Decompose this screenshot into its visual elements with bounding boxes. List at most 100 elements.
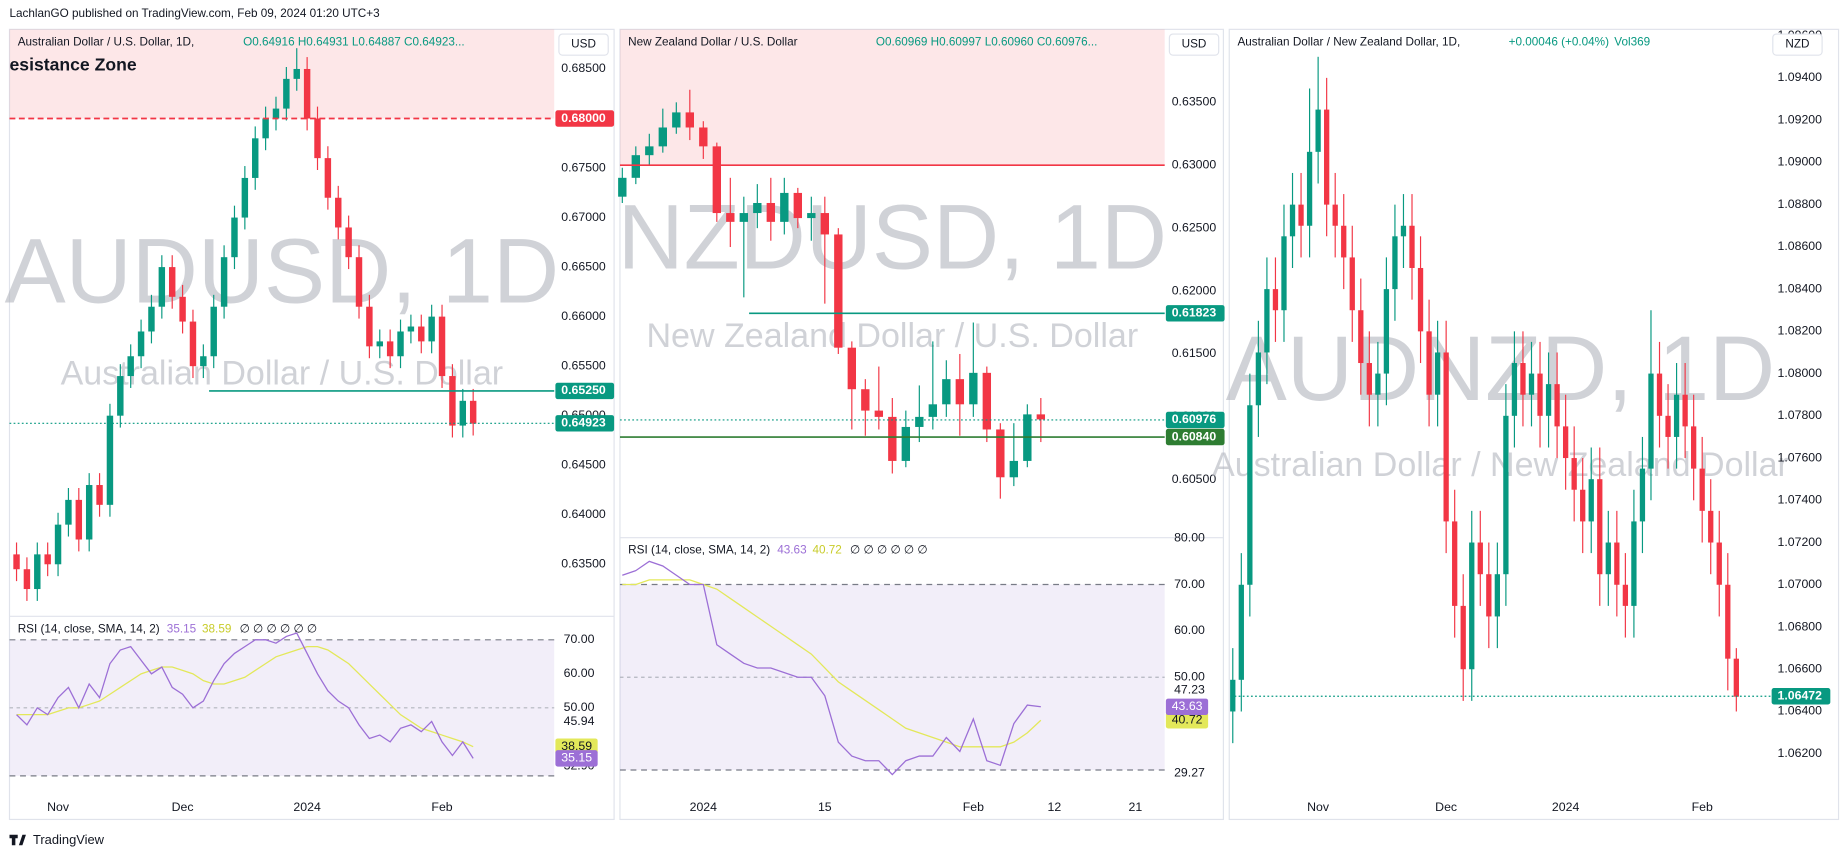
rsi-header-value: 43.63 xyxy=(777,544,806,557)
candle-body xyxy=(1460,605,1466,670)
y-tick-label: 0.64000 xyxy=(561,507,606,521)
watermark: AUDUSD, 1D xyxy=(5,220,559,322)
currency: NZD xyxy=(1785,38,1809,51)
y-tick-label: 1.06200 xyxy=(1778,746,1823,760)
candle-body xyxy=(672,112,681,128)
y-tick-label: 0.62500 xyxy=(1172,220,1217,234)
resistance-zone xyxy=(619,29,1165,166)
sma-line xyxy=(16,645,474,748)
candle-body xyxy=(1725,584,1731,659)
y-tick-label: 0.60500 xyxy=(1172,472,1217,486)
y-tick-label: 0.63500 xyxy=(561,557,606,571)
candle-body xyxy=(1452,521,1458,606)
candle-body xyxy=(355,257,363,307)
candle-body xyxy=(1434,352,1441,395)
price-label: 0.65250 xyxy=(561,383,606,397)
candle-body xyxy=(1392,236,1398,290)
y-tick-label: 0.63500 xyxy=(1172,95,1217,109)
watermark: AUDNZD, 1D xyxy=(1226,318,1775,420)
rsi-band xyxy=(9,639,555,776)
y-tick-label: 1.09200 xyxy=(1778,112,1823,126)
candle-body xyxy=(1009,460,1019,478)
y-tick-label: 0.63000 xyxy=(1172,157,1217,171)
candle-body xyxy=(807,213,816,219)
candle-body xyxy=(1426,331,1432,395)
y-tick-label: 0.64500 xyxy=(561,457,606,471)
candle-body xyxy=(96,485,103,505)
rsi-tick-label: 47.23 xyxy=(1174,682,1205,696)
instrument-title: Australian Dollar / New Zealand Dollar, … xyxy=(1237,35,1460,48)
candle-body xyxy=(658,127,667,147)
x-tick-label: Dec xyxy=(172,800,194,814)
candle-body xyxy=(241,177,249,218)
x-tick-label: Nov xyxy=(47,800,70,814)
candle-body xyxy=(44,554,51,565)
y-tick-label: 1.06800 xyxy=(1778,619,1823,633)
candle-body xyxy=(1036,414,1046,420)
candle-body xyxy=(106,415,114,505)
candle-body xyxy=(1324,109,1330,205)
candle-body xyxy=(1622,584,1629,606)
candle-body xyxy=(1281,236,1287,311)
candle-body xyxy=(631,155,640,178)
candle-body xyxy=(861,389,870,411)
candle-body xyxy=(75,499,83,540)
candle-body xyxy=(820,213,830,235)
candle-body xyxy=(397,331,404,357)
price-label: 0.60976 xyxy=(1172,412,1217,426)
panel-frame xyxy=(1228,28,1840,821)
y-tick-label: 1.06400 xyxy=(1778,704,1823,718)
candle-body xyxy=(1358,310,1364,364)
sma-header-value: 40.72 xyxy=(812,544,841,557)
candle-body xyxy=(303,68,311,119)
candle-body xyxy=(324,158,332,198)
candle-body xyxy=(712,146,722,214)
candle-body xyxy=(685,112,694,128)
candle-body xyxy=(407,326,415,332)
footer-brand: TradingView xyxy=(33,832,105,847)
resistance-zone xyxy=(9,29,555,119)
sma-header-value: 38.59 xyxy=(202,622,231,635)
price-label: 1.06472 xyxy=(1778,689,1823,703)
candle-body xyxy=(34,554,41,590)
candle-body xyxy=(1247,405,1253,585)
candle-body xyxy=(283,78,290,109)
candle-body xyxy=(137,331,145,357)
rsi-value-box xyxy=(1165,698,1209,716)
candle-body xyxy=(168,267,176,297)
candle-body xyxy=(1682,394,1688,427)
candle-body xyxy=(117,376,124,416)
instrument-stats: O0.60969 H0.60997 L0.60960 C0.60976... xyxy=(876,35,1098,48)
candle-body xyxy=(1588,479,1594,522)
candle-body xyxy=(85,485,93,540)
candle-body xyxy=(901,426,911,461)
byline: LachlanGO published on TradingView.com, … xyxy=(9,7,379,20)
instrument-stats: +0.00046 (+0.04%) xyxy=(1509,35,1609,48)
candle-body xyxy=(1580,489,1586,522)
currency-box xyxy=(558,33,609,56)
candle-body xyxy=(1409,225,1415,268)
currency: USD xyxy=(571,38,596,51)
candle-body xyxy=(438,316,446,377)
candle-body xyxy=(699,127,708,147)
candle-body xyxy=(969,372,978,405)
rsi-title: RSI (14, close, SMA, 14, 2) xyxy=(18,622,160,635)
rsi-tick-label: 50.00 xyxy=(564,700,595,714)
candle-body xyxy=(645,146,654,156)
instrument-title: New Zealand Dollar / U.S. Dollar xyxy=(628,35,797,48)
candle-body xyxy=(739,213,749,222)
candle-body xyxy=(1708,510,1714,543)
candle-body xyxy=(1605,542,1611,575)
candle-body xyxy=(874,410,884,417)
rsi-line xyxy=(622,560,1041,776)
candle-body xyxy=(1656,373,1663,416)
y-tick-label: 1.09400 xyxy=(1778,70,1823,84)
candle-body xyxy=(252,138,259,178)
candle-body xyxy=(1264,289,1270,353)
candle-body xyxy=(1366,363,1372,395)
y-tick-label: 0.65500 xyxy=(561,358,606,372)
watermark: NZDUSD, 1D xyxy=(618,186,1167,288)
price-label: 0.68000 xyxy=(561,111,606,125)
candle-body xyxy=(1298,204,1304,226)
candle-body xyxy=(1520,363,1526,395)
